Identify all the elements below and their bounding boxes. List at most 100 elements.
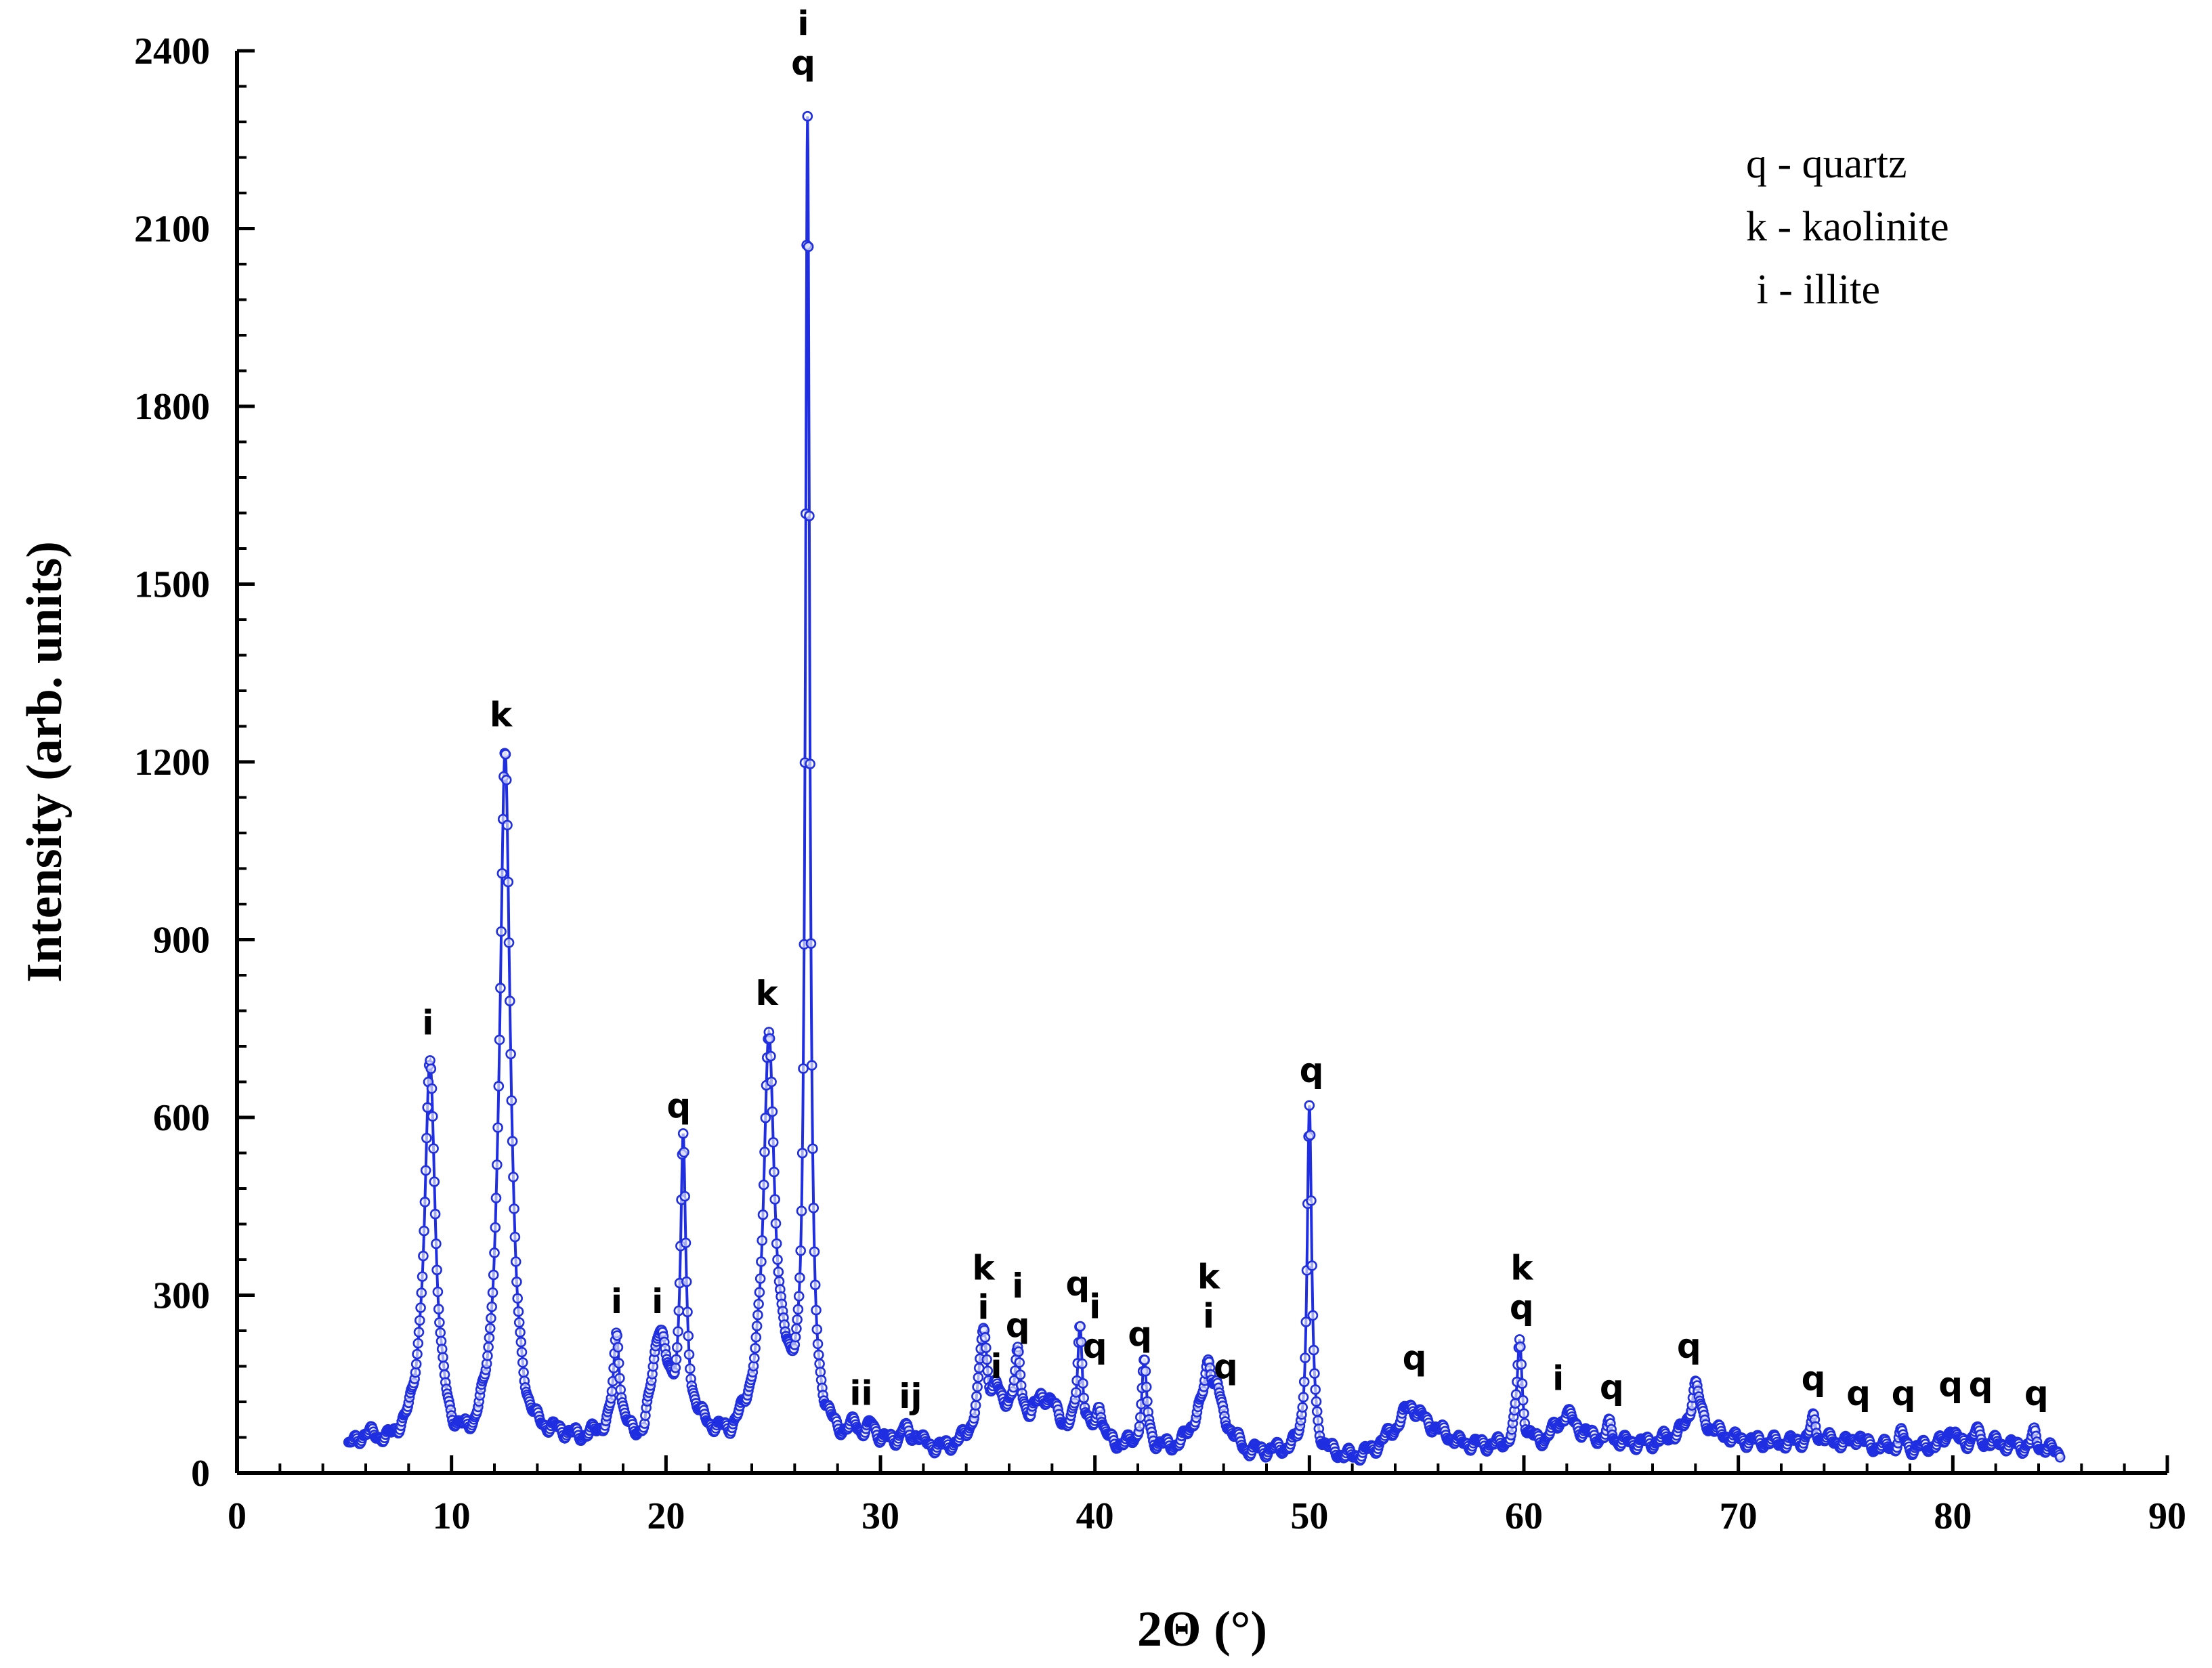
data-point: [507, 1136, 518, 1147]
data-point: [425, 1063, 437, 1074]
peak-label: ij: [899, 1377, 922, 1416]
data-point: [493, 1081, 505, 1092]
data-point: [794, 1272, 805, 1283]
peak-label: k: [1510, 1249, 1534, 1288]
data-point: [759, 1147, 770, 1157]
data-point: [1300, 1352, 1311, 1363]
peak-annotation: q: [1128, 1314, 1152, 1354]
data-point: [805, 938, 817, 949]
data-point: [484, 1332, 495, 1344]
data-point: [813, 1349, 824, 1361]
peak-annotation: i: [1552, 1359, 1564, 1398]
peak-annotation: k: [490, 696, 513, 735]
peak-annotation: q: [1214, 1347, 1238, 1386]
data-point: [419, 1197, 431, 1207]
peak-annotation: q: [1600, 1368, 1624, 1407]
data-point: [501, 774, 512, 786]
data-point: [808, 1202, 819, 1214]
data-point: [790, 1331, 801, 1343]
data-point: [681, 1276, 692, 1287]
data-point: [502, 819, 513, 831]
data-point: [757, 1209, 769, 1220]
peak-annotation: q: [1300, 1051, 1324, 1090]
data-point: [767, 1137, 779, 1148]
x-tick-label: 60: [1505, 1495, 1543, 1537]
data-point: [793, 1291, 805, 1302]
data-point: [795, 1245, 806, 1256]
data-point: [809, 1279, 821, 1291]
data-point: [518, 1367, 529, 1378]
data-point: [491, 1159, 503, 1170]
peak-annotation: kq: [1510, 1249, 1534, 1327]
peak-label: q: [1892, 1373, 1916, 1413]
data-point: [1311, 1406, 1323, 1417]
peak-annotation: k: [756, 974, 780, 1013]
data-point: [613, 1358, 624, 1369]
peak-label: q: [2024, 1373, 2049, 1413]
data-point: [971, 1391, 982, 1402]
x-tick-label: 30: [862, 1495, 899, 1537]
data-point: [805, 758, 815, 769]
data-point: [410, 1367, 421, 1378]
y-tick-label: 900: [153, 920, 210, 962]
data-point: [503, 937, 515, 948]
data-point: [429, 1176, 440, 1187]
peak-label: q: [1677, 1326, 1701, 1365]
data-point: [1311, 1396, 1322, 1407]
data-point: [506, 1095, 517, 1106]
data-point: [489, 1247, 500, 1258]
data-point: [510, 1256, 522, 1267]
data-point: [981, 1342, 992, 1353]
data-point: [1141, 1382, 1152, 1392]
data-point: [435, 1327, 446, 1338]
data-point: [488, 1269, 499, 1281]
peak-annotation: i: [611, 1282, 622, 1321]
data-point: [490, 1193, 502, 1203]
data-point: [757, 1235, 767, 1246]
data-point: [425, 1055, 435, 1066]
data-point: [680, 1237, 692, 1249]
data-point: [500, 749, 511, 760]
data-point: [431, 1264, 442, 1276]
data-point: [807, 1143, 818, 1154]
data-point: [1071, 1387, 1082, 1398]
data-point: [796, 1205, 807, 1216]
data-point: [517, 1357, 528, 1368]
peak-label: i: [1012, 1266, 1023, 1306]
peak-annotation: q: [666, 1086, 691, 1126]
peak-annotation: iq: [1083, 1287, 1107, 1365]
data-point: [1304, 1100, 1315, 1111]
y-axis-title: Intensity (arb. units): [17, 541, 72, 983]
x-tick-label: 50: [1290, 1495, 1328, 1537]
data-point: [1310, 1384, 1321, 1395]
peak-label: q: [1128, 1314, 1152, 1354]
peak-label: i: [611, 1282, 622, 1321]
peak-annotation: i: [422, 1004, 433, 1043]
y-tick-label: 0: [191, 1453, 210, 1495]
data-point: [771, 1238, 782, 1249]
data-point: [752, 1309, 763, 1321]
data-point: [972, 1382, 983, 1392]
data-point: [1510, 1389, 1522, 1400]
data-point: [792, 1304, 804, 1315]
peak-label: i: [652, 1282, 663, 1321]
y-tick-label: 1500: [134, 564, 210, 606]
data-point: [612, 1330, 622, 1341]
peak-annotation: ii: [849, 1373, 872, 1413]
data-point: [495, 983, 506, 993]
data-point: [1518, 1408, 1529, 1419]
data-point: [1304, 1130, 1316, 1140]
x-axis-title: 2Θ (°): [1137, 1602, 1267, 1657]
data-point: [671, 1342, 683, 1353]
data-point: [511, 1277, 522, 1287]
data-point: [483, 1342, 494, 1352]
y-tick-label: 300: [153, 1275, 210, 1317]
data-point: [670, 1362, 681, 1373]
data-point: [750, 1343, 761, 1354]
data-point: [1515, 1341, 1526, 1352]
data-point: [482, 1350, 493, 1361]
data-point: [516, 1346, 528, 1358]
peak-annotation: ij: [899, 1377, 922, 1416]
peak-label: q: [1600, 1368, 1624, 1407]
